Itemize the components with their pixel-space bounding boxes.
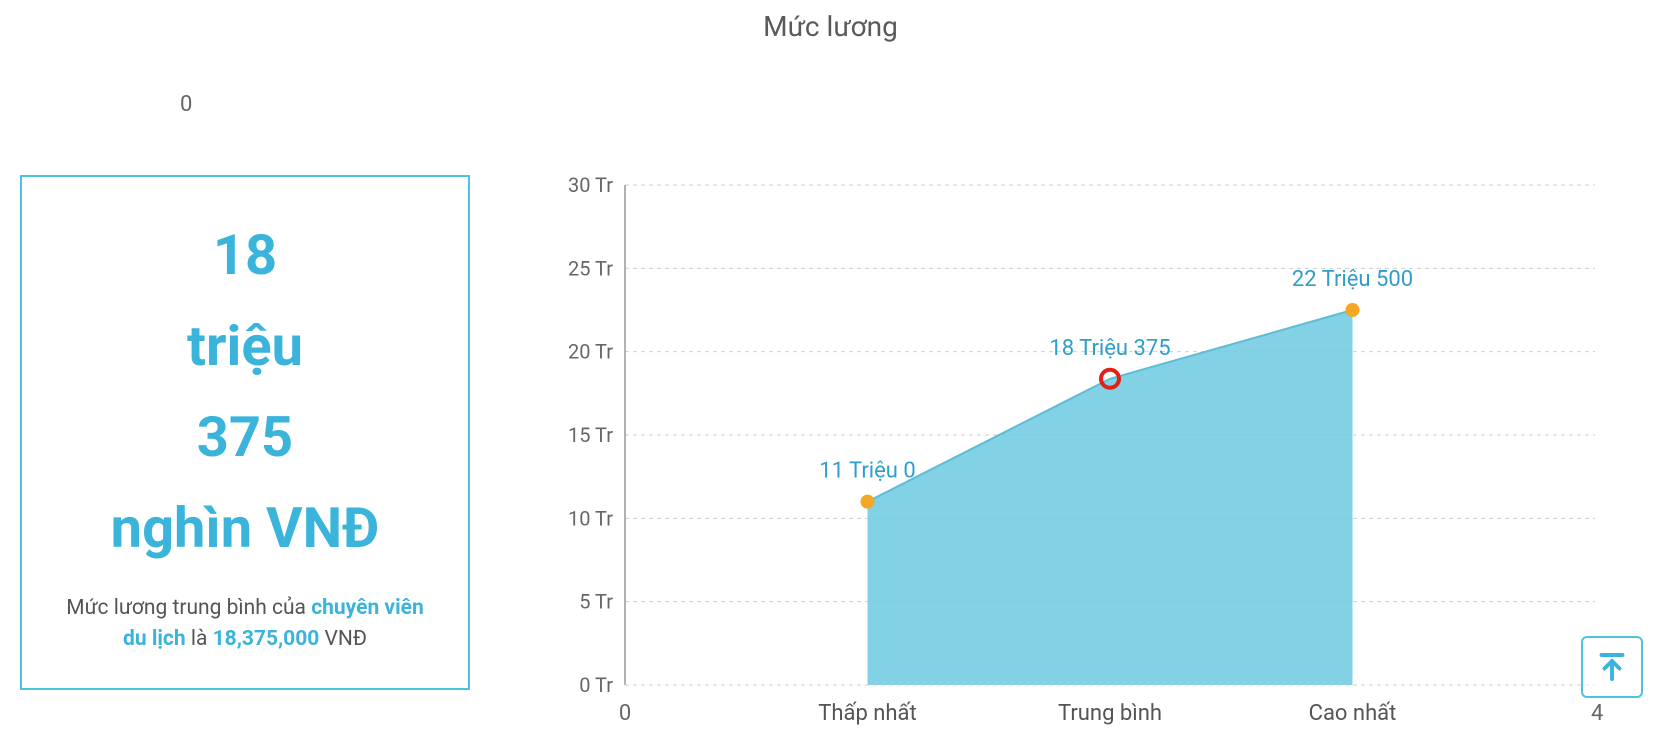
desc-pre: Mức lương trung bình của xyxy=(66,596,311,620)
card-value-1: 18 xyxy=(213,219,277,292)
salary-chart: 0 Tr 5 Tr 10 Tr 15 Tr 20 Tr 25 Tr 30 Tr 0 Thấp n… xyxy=(545,175,1605,735)
svg-text:0 Tr: 0 Tr xyxy=(579,673,613,697)
svg-text:20 Tr: 20 Tr xyxy=(568,340,613,364)
card-value-4: nghìn VNĐ xyxy=(111,492,380,565)
page-title: Mức lương xyxy=(0,0,1661,43)
svg-text:Trung bình: Trung bình xyxy=(1058,701,1162,726)
card-description: Mức lương trung bình của chuyên viên du … xyxy=(52,593,438,656)
svg-text:4: 4 xyxy=(1591,701,1603,726)
svg-text:0: 0 xyxy=(619,701,631,726)
svg-text:25 Tr: 25 Tr xyxy=(568,256,613,280)
svg-text:Thấp nhất: Thấp nhất xyxy=(818,701,916,726)
desc-suf: VNĐ xyxy=(319,627,367,651)
main-container: 18 triệu 375 nghìn VNĐ Mức lương trung b… xyxy=(20,175,1640,735)
svg-text:30 Tr: 30 Tr xyxy=(568,175,613,197)
card-value-3: 375 xyxy=(197,401,293,474)
desc-value: 18,375,000 xyxy=(213,627,320,651)
svg-text:18 Triệu 375: 18 Triệu 375 xyxy=(1049,336,1170,361)
chart-svg: 0 Tr 5 Tr 10 Tr 15 Tr 20 Tr 25 Tr 30 Tr 0 Thấp n… xyxy=(545,175,1605,735)
svg-text:11 Triệu 0: 11 Triệu 0 xyxy=(819,459,916,484)
top-axis-zero: 0 xyxy=(180,92,192,117)
scroll-to-top-button[interactable] xyxy=(1581,636,1643,698)
svg-text:15 Tr: 15 Tr xyxy=(568,423,613,447)
svg-text:10 Tr: 10 Tr xyxy=(568,506,613,530)
svg-text:Cao nhất: Cao nhất xyxy=(1309,701,1397,726)
salary-info-card: 18 triệu 375 nghìn VNĐ Mức lương trung b… xyxy=(20,175,470,690)
arrow-up-icon xyxy=(1594,649,1630,685)
desc-mid: là xyxy=(186,627,213,651)
svg-text:22 Triệu 500: 22 Triệu 500 xyxy=(1292,267,1413,292)
svg-text:5 Tr: 5 Tr xyxy=(579,590,613,614)
card-value-2: triệu xyxy=(187,310,303,383)
